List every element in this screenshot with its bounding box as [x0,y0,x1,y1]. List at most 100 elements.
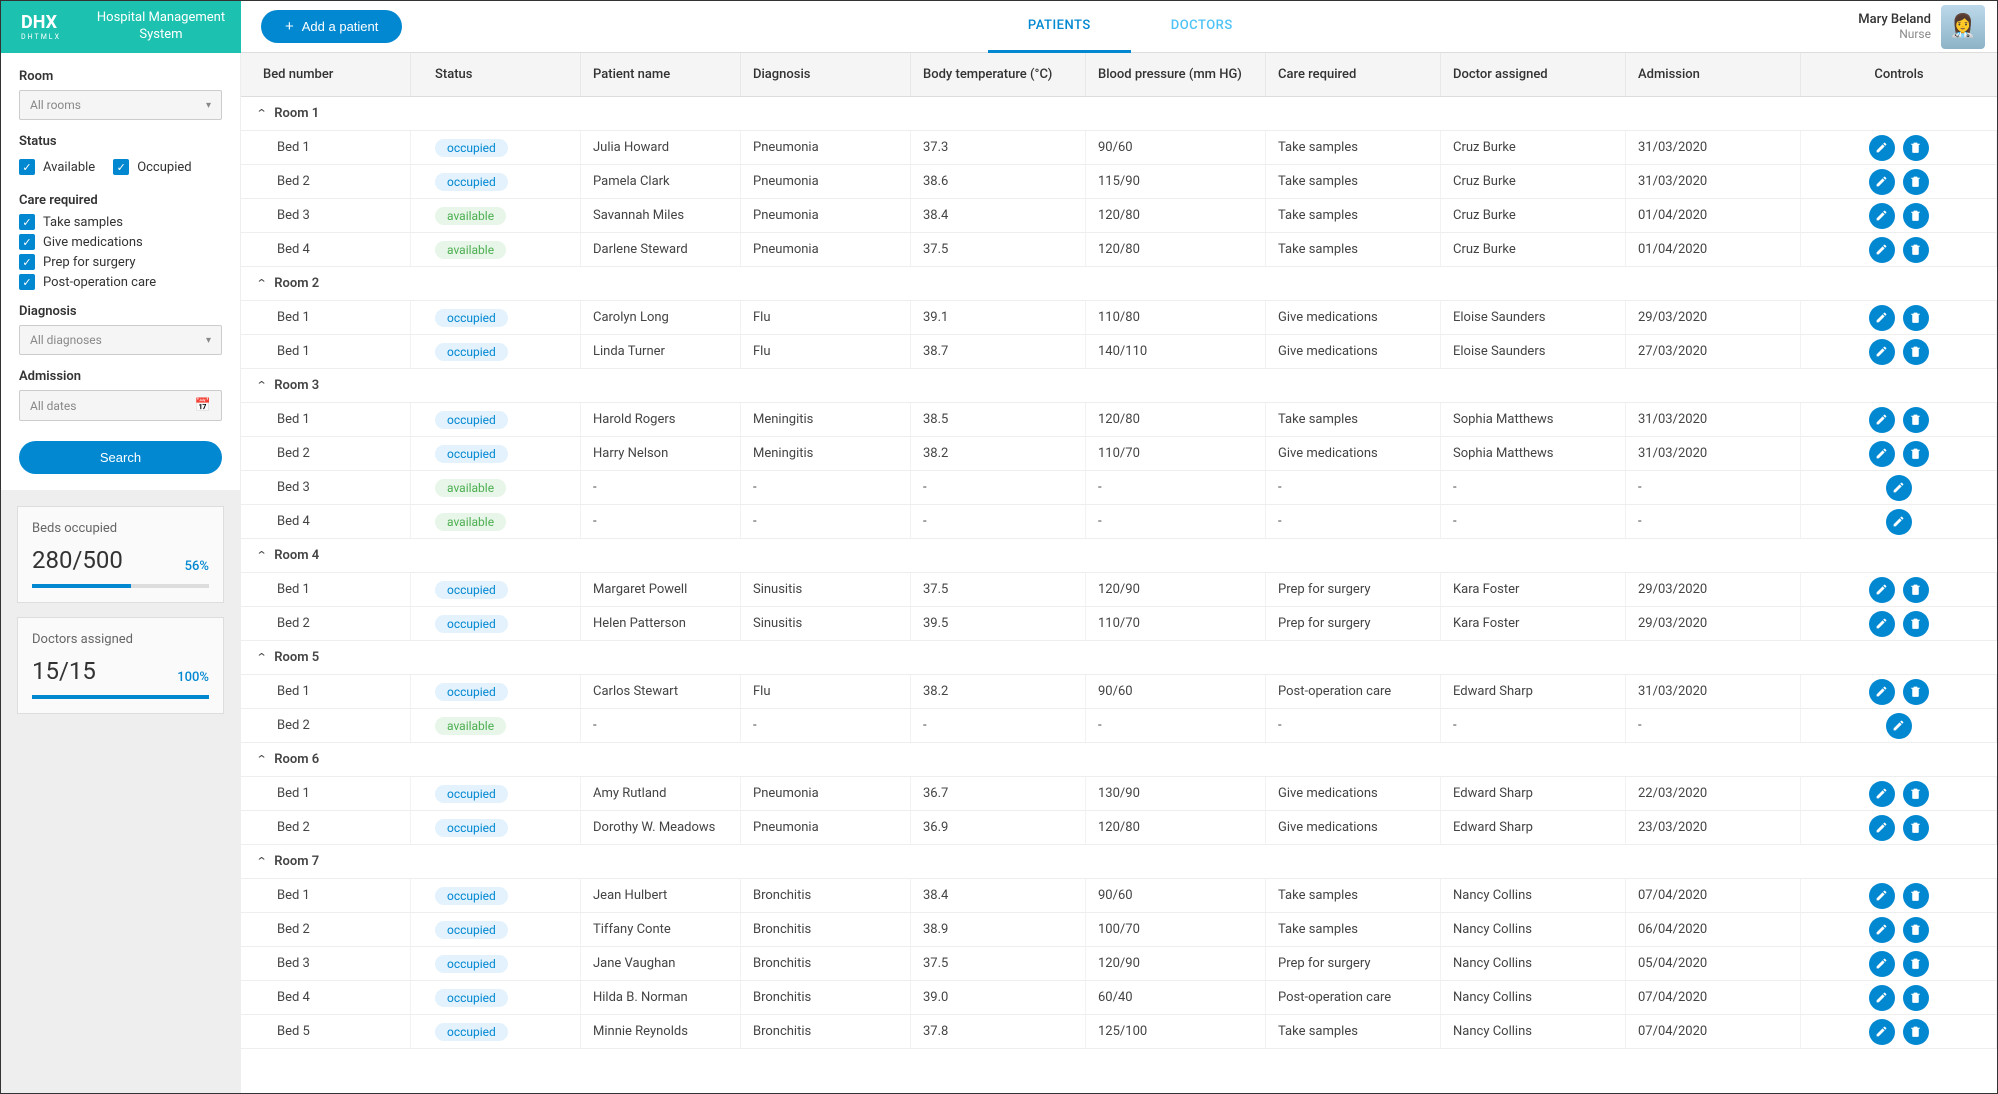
edit-button[interactable] [1869,305,1895,331]
cell-bed: Bed 1 [241,573,411,606]
edit-button[interactable] [1869,441,1895,467]
delete-button[interactable] [1903,1019,1929,1045]
cell-status: occupied [411,403,581,436]
delete-button[interactable] [1903,237,1929,263]
table-row: Bed 1occupiedMargaret PowellSinusitis37.… [241,573,1997,607]
table-row: Bed 2occupiedHarry NelsonMeningitis38.21… [241,437,1997,471]
table-row: Bed 1occupiedJulia HowardPneumonia37.390… [241,131,1997,165]
edit-button[interactable] [1869,577,1895,603]
logo-main: DHX [21,12,57,33]
col-care: Care required [1266,53,1441,96]
edit-button[interactable] [1886,475,1912,501]
cell-admission: 07/04/2020 [1626,981,1801,1014]
cell-diagnosis: Pneumonia [741,811,911,844]
edit-button[interactable] [1869,237,1895,263]
check-care-option[interactable]: ✓Prep for surgery [19,254,222,270]
cell-doctor: Nancy Collins [1441,879,1626,912]
edit-button[interactable] [1869,951,1895,977]
cell-doctor: - [1441,505,1626,538]
edit-button[interactable] [1869,339,1895,365]
check-care-option[interactable]: ✓Post-operation care [19,274,222,290]
edit-button[interactable] [1869,985,1895,1011]
cell-admission: 31/03/2020 [1626,675,1801,708]
user-area[interactable]: Mary Beland Nurse 👩‍⚕️ [1858,5,1997,49]
cell-controls [1801,913,1997,946]
cell-bed: Bed 3 [241,199,411,232]
cell-diagnosis: - [741,709,911,742]
delete-button[interactable] [1903,339,1929,365]
delete-button[interactable] [1903,611,1929,637]
delete-button[interactable] [1903,985,1929,1011]
delete-button[interactable] [1903,951,1929,977]
check-occupied[interactable]: ✓Occupied [113,159,191,175]
cell-admission: 22/03/2020 [1626,777,1801,810]
cell-temperature: 39.1 [911,301,1086,334]
tab-doctors[interactable]: DOCTORS [1131,1,1273,53]
edit-button[interactable] [1869,203,1895,229]
diagnosis-select[interactable]: All diagnoses [19,325,222,355]
cell-admission: 27/03/2020 [1626,335,1801,368]
delete-button[interactable] [1903,883,1929,909]
table-row: Bed 3occupiedJane VaughanBronchitis37.51… [241,947,1997,981]
edit-button[interactable] [1869,169,1895,195]
edit-button[interactable] [1869,917,1895,943]
check-care-option[interactable]: ✓Give medications [19,234,222,250]
edit-button[interactable] [1869,407,1895,433]
cell-care: - [1266,709,1441,742]
cell-status: occupied [411,777,581,810]
edit-button[interactable] [1869,135,1895,161]
search-button[interactable]: Search [19,441,222,474]
cell-status: occupied [411,131,581,164]
cell-doctor: Cruz Burke [1441,165,1626,198]
cell-temperature: 39.0 [911,981,1086,1014]
delete-button[interactable] [1903,441,1929,467]
edit-button[interactable] [1869,781,1895,807]
delete-button[interactable] [1903,407,1929,433]
delete-button[interactable] [1903,917,1929,943]
admission-select[interactable]: All dates [19,390,222,421]
edit-button[interactable] [1869,679,1895,705]
group-header[interactable]: Room 7 [241,845,1997,879]
group-header[interactable]: Room 5 [241,641,1997,675]
cell-temperature: 38.6 [911,165,1086,198]
table-row: Bed 1occupiedAmy RutlandPneumonia36.7130… [241,777,1997,811]
cell-status: occupied [411,165,581,198]
cell-bed: Bed 2 [241,165,411,198]
group-header[interactable]: Room 4 [241,539,1997,573]
content: Bed number Status Patient name Diagnosis… [241,53,1997,1093]
check-available[interactable]: ✓Available [19,159,95,175]
edit-button[interactable] [1869,1019,1895,1045]
cell-name: Linda Turner [581,335,741,368]
group-header[interactable]: Room 2 [241,267,1997,301]
room-select[interactable]: All rooms [19,90,222,120]
table-row: Bed 5occupiedMinnie ReynoldsBronchitis37… [241,1015,1997,1049]
edit-button[interactable] [1886,509,1912,535]
edit-button[interactable] [1886,713,1912,739]
delete-button[interactable] [1903,203,1929,229]
col-admission: Admission [1626,53,1801,96]
table-row: Bed 4available------- [241,505,1997,539]
cell-name: Jane Vaughan [581,947,741,980]
delete-button[interactable] [1903,781,1929,807]
cell-bed: Bed 2 [241,437,411,470]
edit-button[interactable] [1869,883,1895,909]
add-patient-button[interactable]: Add a patient [261,10,402,43]
group-header[interactable]: Room 6 [241,743,1997,777]
cell-care: Give medications [1266,301,1441,334]
edit-button[interactable] [1869,815,1895,841]
cell-status: occupied [411,981,581,1014]
tab-patients[interactable]: PATIENTS [988,1,1131,53]
cell-temperature: - [911,709,1086,742]
cell-name: Hilda B. Norman [581,981,741,1014]
check-care-option[interactable]: ✓Take samples [19,214,222,230]
delete-button[interactable] [1903,305,1929,331]
group-header[interactable]: Room 3 [241,369,1997,403]
delete-button[interactable] [1903,679,1929,705]
delete-button[interactable] [1903,577,1929,603]
group-header[interactable]: Room 1 [241,97,1997,131]
admission-label: Admission [19,369,222,384]
edit-button[interactable] [1869,611,1895,637]
delete-button[interactable] [1903,815,1929,841]
delete-button[interactable] [1903,169,1929,195]
delete-button[interactable] [1903,135,1929,161]
